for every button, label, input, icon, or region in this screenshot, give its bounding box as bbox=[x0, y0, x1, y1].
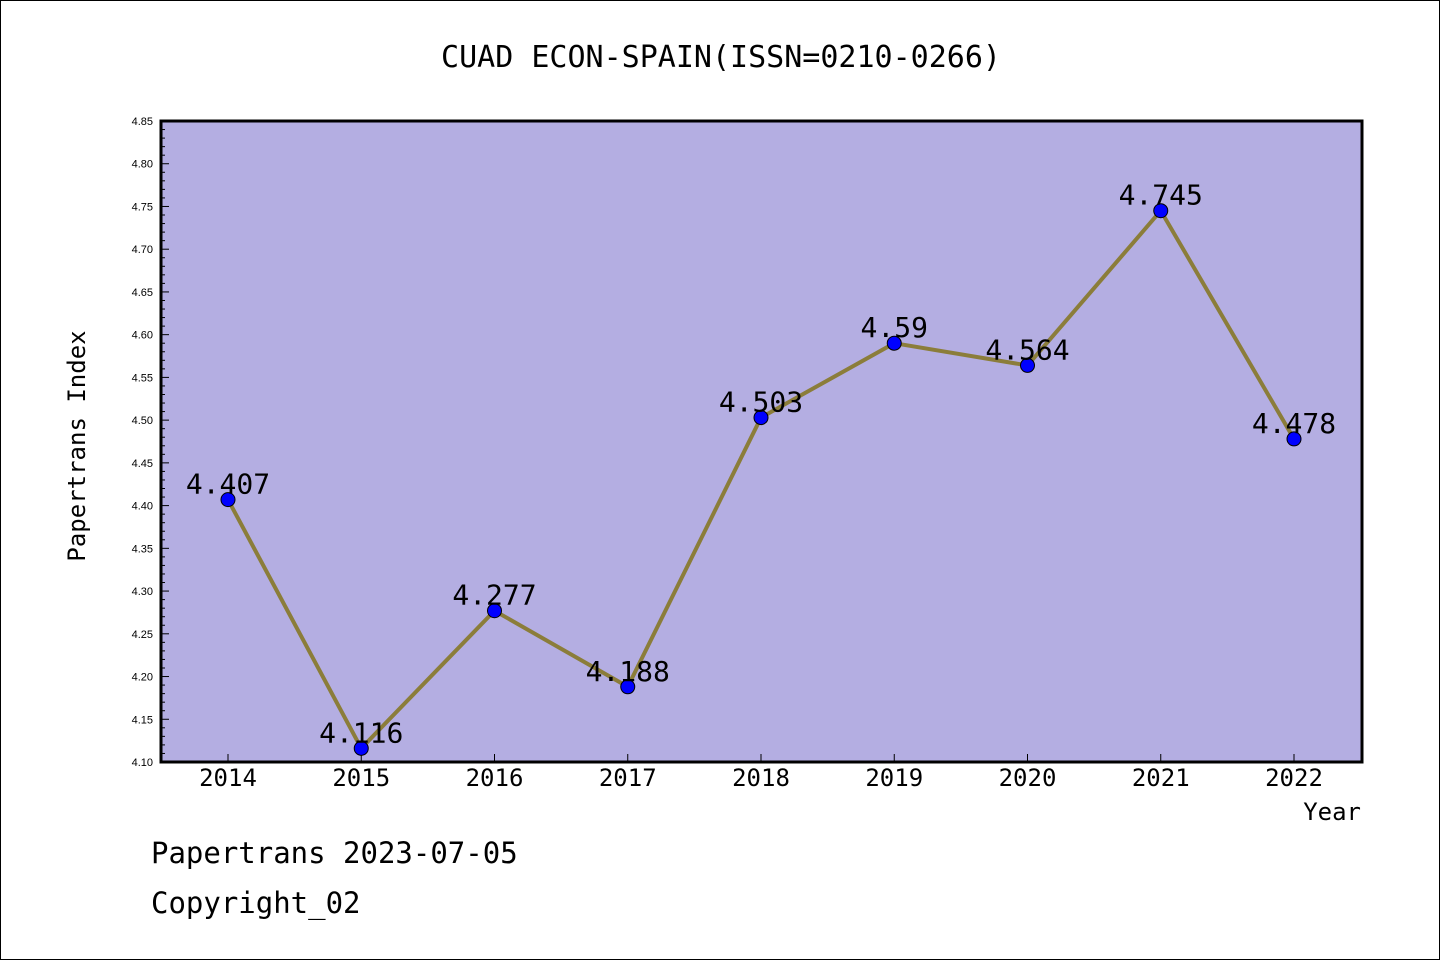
y-tick-label: 4.70 bbox=[132, 244, 153, 256]
data-label: 4.277 bbox=[452, 579, 536, 612]
y-tick-label: 4.60 bbox=[132, 330, 153, 342]
y-tick-label: 4.55 bbox=[132, 372, 153, 384]
data-label: 4.503 bbox=[719, 386, 803, 419]
footer-copyright: Copyright_02 bbox=[151, 886, 361, 920]
plot-area bbox=[159, 119, 1364, 764]
y-tick-label: 4.20 bbox=[132, 672, 153, 684]
x-axis-label: Year bbox=[1303, 798, 1361, 826]
data-point bbox=[886, 335, 902, 351]
chart-title: CUAD ECON-SPAIN(ISSN=0210-0266) bbox=[441, 40, 1001, 75]
y-tick-label: 4.65 bbox=[132, 287, 153, 299]
data-label: 4.116 bbox=[319, 716, 403, 749]
data-point bbox=[220, 492, 236, 508]
y-tick-label: 4.40 bbox=[132, 501, 153, 513]
y-tick-label: 4.25 bbox=[132, 629, 153, 641]
data-point bbox=[487, 603, 502, 619]
x-tick-label: 2015 bbox=[332, 764, 390, 792]
data-points bbox=[220, 203, 1302, 756]
data-point bbox=[353, 740, 369, 756]
y-tick-label: 4.85 bbox=[132, 116, 153, 128]
y-tick-label: 4.30 bbox=[132, 586, 153, 598]
x-axis-ticks: 2014 2015 2016 2017 2018 2019 2020 2021 2022 bbox=[199, 754, 1323, 792]
data-point bbox=[753, 410, 769, 426]
y-axis-ticks: 4.10 4.15 4.20 4.25 4.30 4.35 4.40 4.45 4.50 4.55… bbox=[132, 116, 169, 769]
data-label: 4.478 bbox=[1252, 407, 1336, 440]
data-label: 4.564 bbox=[985, 333, 1069, 366]
footer-date: Papertrans 2023-07-05 bbox=[151, 836, 518, 870]
x-tick-label: 2016 bbox=[466, 764, 524, 792]
data-label: 4.407 bbox=[186, 468, 270, 501]
x-tick-label: 2020 bbox=[999, 764, 1057, 792]
y-tick-label: 4.15 bbox=[132, 714, 153, 726]
data-point bbox=[1153, 203, 1169, 219]
y-axis-label: Papertrans Index bbox=[63, 330, 91, 561]
data-point bbox=[1020, 357, 1035, 373]
y-tick-label: 4.80 bbox=[132, 159, 153, 171]
x-tick-label: 2022 bbox=[1265, 764, 1323, 792]
y-tick-label: 4.45 bbox=[132, 458, 153, 470]
x-tick-label: 2017 bbox=[599, 764, 657, 792]
data-label: 4.188 bbox=[586, 655, 670, 688]
y-tick-label: 4.75 bbox=[132, 201, 153, 213]
x-tick-label: 2014 bbox=[199, 764, 257, 792]
data-point bbox=[1286, 431, 1302, 447]
x-tick-label: 2019 bbox=[865, 764, 923, 792]
data-label: 4.745 bbox=[1119, 179, 1203, 212]
data-labels: 4.407 4.116 4.277 4.188 4.503 4.59 4.564 4.745 4… bbox=[186, 179, 1336, 750]
y-tick-label: 4.35 bbox=[132, 543, 153, 555]
x-tick-label: 2018 bbox=[732, 764, 790, 792]
y-tick-label: 4.10 bbox=[132, 757, 153, 769]
data-point bbox=[620, 679, 636, 695]
y-tick-label: 4.50 bbox=[132, 415, 153, 427]
x-tick-label: 2021 bbox=[1132, 764, 1190, 792]
data-label: 4.59 bbox=[861, 311, 928, 344]
